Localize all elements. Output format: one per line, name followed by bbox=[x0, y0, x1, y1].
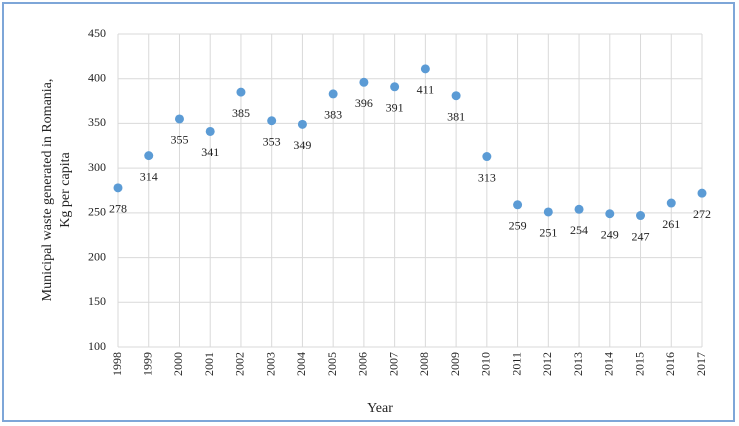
data-point bbox=[420, 64, 430, 74]
data-label: 272 bbox=[693, 207, 711, 221]
data-point bbox=[605, 209, 615, 219]
data-label: 383 bbox=[324, 108, 342, 122]
data-label: 385 bbox=[232, 106, 250, 120]
y-tick-label: 300 bbox=[88, 160, 106, 174]
data-point bbox=[451, 91, 461, 101]
data-point bbox=[543, 207, 553, 217]
data-point bbox=[390, 82, 400, 92]
data-point bbox=[267, 116, 277, 126]
x-tick-label: 2012 bbox=[540, 352, 554, 376]
x-axis-label: Year bbox=[367, 401, 393, 416]
data-point bbox=[574, 204, 584, 214]
data-label: 254 bbox=[570, 223, 588, 237]
data-point bbox=[297, 119, 307, 129]
data-label: 381 bbox=[447, 109, 465, 123]
data-label: 249 bbox=[601, 228, 619, 242]
data-point bbox=[513, 200, 523, 210]
x-tick-label: 2006 bbox=[356, 352, 370, 376]
x-tick-label: 2011 bbox=[509, 352, 523, 376]
x-tick-label: 2001 bbox=[202, 352, 216, 376]
data-label: 247 bbox=[632, 229, 650, 243]
x-tick-label: 2017 bbox=[694, 352, 708, 376]
y-tick-label: 150 bbox=[88, 294, 106, 308]
data-point bbox=[144, 151, 154, 161]
x-tick-label: 2009 bbox=[448, 352, 462, 376]
x-tick-label: 2004 bbox=[294, 352, 308, 376]
data-point bbox=[482, 152, 492, 162]
y-axis-label-line: Municipal waste generated in Romania, bbox=[40, 79, 55, 302]
x-tick-label: 2005 bbox=[325, 352, 339, 376]
x-tick-label: 2015 bbox=[632, 352, 646, 376]
x-tick-label: 2013 bbox=[571, 352, 585, 376]
x-tick-label: 1998 bbox=[110, 352, 124, 376]
y-tick-label: 450 bbox=[88, 26, 106, 40]
data-point bbox=[328, 89, 338, 99]
data-label: 261 bbox=[662, 217, 680, 231]
data-label: 349 bbox=[293, 138, 311, 152]
x-tick-label: 2002 bbox=[233, 352, 247, 376]
data-point bbox=[236, 87, 246, 97]
data-point bbox=[113, 183, 123, 193]
y-tick-label: 250 bbox=[88, 205, 106, 219]
data-point bbox=[666, 198, 676, 208]
y-axis-label-line: Kg per capita bbox=[58, 152, 73, 228]
y-tick-label: 400 bbox=[88, 70, 106, 84]
x-tick-label: 2014 bbox=[602, 352, 616, 376]
data-label: 355 bbox=[170, 133, 188, 147]
x-tick-label: 1999 bbox=[140, 352, 154, 376]
data-label: 341 bbox=[201, 145, 219, 159]
data-label: 313 bbox=[478, 170, 496, 184]
y-tick-label: 200 bbox=[88, 249, 106, 263]
data-label: 411 bbox=[417, 83, 435, 97]
data-point bbox=[205, 126, 215, 136]
data-label: 396 bbox=[355, 96, 373, 110]
data-label: 391 bbox=[386, 101, 404, 115]
data-label: 353 bbox=[263, 134, 281, 148]
x-tick-label: 2003 bbox=[263, 352, 277, 376]
y-axis-label: Municipal waste generated in Romania, Kg… bbox=[40, 79, 73, 302]
data-point bbox=[359, 77, 369, 87]
data-label: 251 bbox=[539, 226, 557, 240]
x-tick-label: 2016 bbox=[663, 352, 677, 376]
data-label: 259 bbox=[509, 219, 527, 233]
data-point bbox=[174, 114, 184, 124]
data-label: 278 bbox=[109, 202, 127, 216]
x-tick-label: 2000 bbox=[171, 352, 185, 376]
data-label: 314 bbox=[140, 169, 158, 183]
y-tick-label: 350 bbox=[88, 115, 106, 129]
data-point bbox=[697, 188, 707, 198]
data-point bbox=[636, 211, 646, 221]
y-tick-label: 100 bbox=[88, 339, 106, 353]
x-tick-label: 2008 bbox=[417, 352, 431, 376]
x-tick-label: 2007 bbox=[386, 352, 400, 376]
x-tick-label: 2010 bbox=[479, 352, 493, 376]
